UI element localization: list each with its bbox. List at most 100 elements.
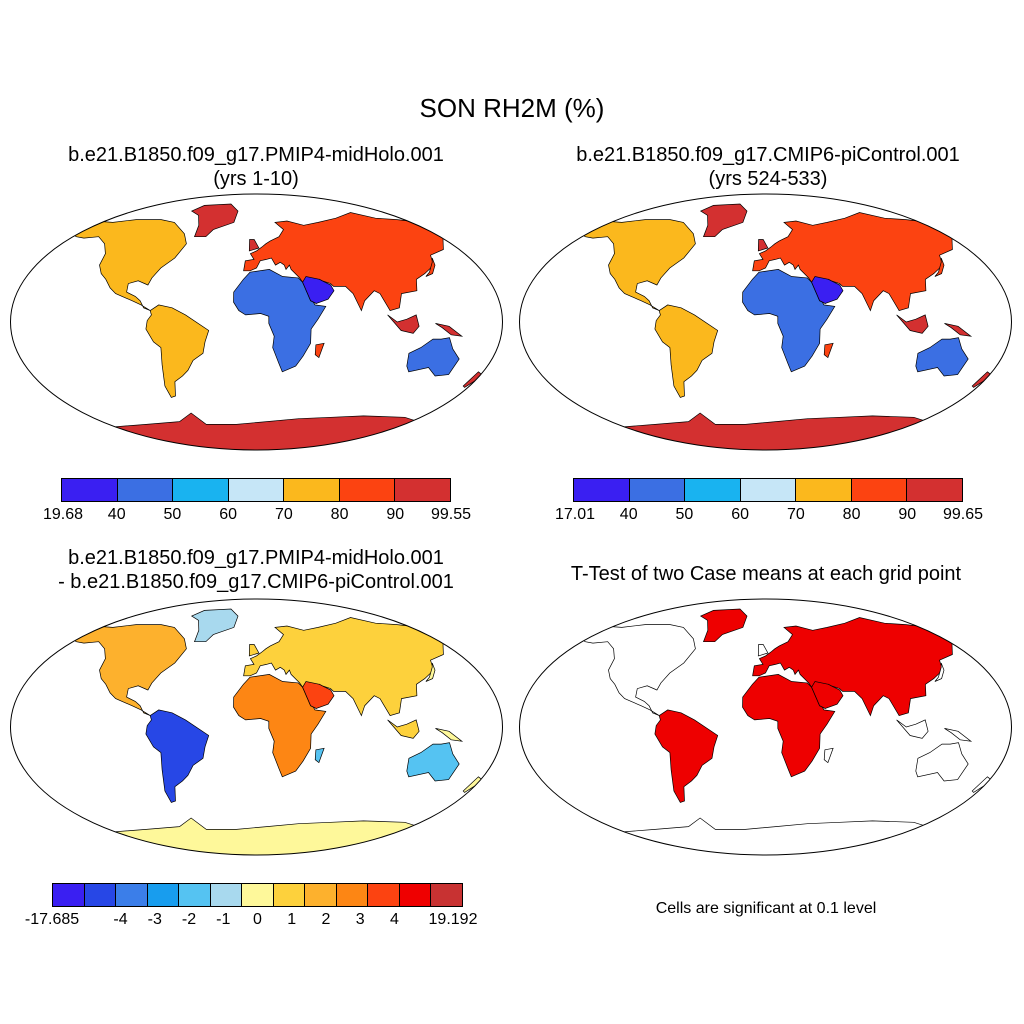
landmass-indonesia [896, 314, 929, 334]
landmass-eurasia [752, 212, 964, 312]
landmass-samerica [654, 709, 719, 803]
panel-2-title-line1: b.e21.B1850.f09_g17.CMIP6-piControl.001 [576, 144, 960, 166]
colorbar-tick-label: 80 [842, 506, 861, 523]
colorbar-swatch [305, 884, 337, 906]
landmass-greenland [699, 203, 748, 238]
landmass-namerica [580, 624, 696, 716]
colorbar-swatch [179, 884, 211, 906]
landmass-namerica [580, 219, 696, 311]
colorbar-tick-label: 3 [355, 911, 365, 928]
panel-3-title-line1: b.e21.B1850.f09_g17.PMIP4-midHolo.001 [68, 547, 444, 569]
landmass-madagascar [823, 342, 834, 359]
panel-1-title-line1: b.e21.B1850.f09_g17.PMIP4-midHolo.001 [68, 144, 444, 166]
landmass-madagascar [314, 342, 325, 359]
map-border [10, 193, 503, 451]
landmass-africa [233, 269, 327, 373]
landmass-japan [934, 257, 945, 277]
colorbar-tick-label: 2 [321, 911, 331, 928]
colorbar-swatch [629, 479, 686, 501]
significance-note: Cells are significant at 0.1 level [655, 900, 877, 917]
colorbar-swatch [147, 884, 180, 906]
colorbar-tick-label: 70 [274, 506, 293, 523]
landmass-africa [742, 269, 836, 373]
landmass-arabia [302, 276, 335, 304]
colorbar-swatch [574, 479, 630, 501]
colorbar-picontrol [573, 478, 963, 502]
colorbar-swatch [53, 884, 85, 906]
landmass-eurasia [243, 212, 455, 312]
landmass-uk [757, 644, 769, 657]
landmass-japan [934, 662, 945, 682]
landmass-madagascar [314, 747, 325, 764]
colorbar-tick-label: 90 [386, 506, 405, 523]
panel-1-title-line2: (yrs 1-10) [213, 168, 299, 190]
colorbar-tick-label: 0 [253, 911, 262, 928]
colorbar-swatch [117, 479, 174, 501]
landmass-namerica [71, 624, 187, 716]
landmass-greenland [190, 608, 239, 643]
colorbar-tick-label: 60 [219, 506, 238, 523]
colorbar-swatch [173, 479, 229, 501]
colorbar-swatch [685, 479, 741, 501]
colorbar-swatch [740, 479, 797, 501]
landmass-africa [742, 674, 836, 778]
colorbar-tick-label: 60 [731, 506, 750, 523]
colorbar-tick-label: 90 [898, 506, 917, 523]
colorbar-swatch [796, 479, 852, 501]
colorbar-tick-label: 19.68 [42, 506, 84, 523]
landmass-samerica [654, 304, 719, 398]
colorbar-tick-label: 80 [330, 506, 349, 523]
map-border [519, 598, 1012, 856]
landmass-newguinea [944, 728, 973, 742]
landmass-newguinea [435, 728, 464, 742]
colorbar-tick-label: -4 [113, 911, 128, 928]
colorbar-swatch [242, 884, 274, 906]
panel-2-title-line2: (yrs 524-533) [708, 168, 828, 190]
map-border [10, 598, 503, 856]
colorbar-swatch [907, 479, 963, 501]
landmass-uk [248, 239, 260, 252]
landmass-eurasia [243, 617, 455, 717]
landmass-uk [757, 239, 769, 252]
colorbar-tick-label: 70 [786, 506, 805, 523]
colorbar-swatch [210, 884, 243, 906]
landmass-namerica [71, 219, 187, 311]
landmass-japan [425, 257, 436, 277]
landmass-australia [406, 337, 460, 377]
landmass-arabia [302, 681, 335, 709]
landmass-greenland [699, 608, 748, 643]
panel-3-title-line2: - b.e21.B1850.f09_g17.CMIP6-piControl.00… [58, 571, 454, 593]
landmass-samerica [145, 709, 210, 803]
panel-1-title: b.e21.B1850.f09_g17.PMIP4-midHolo.001 (y… [0, 143, 512, 191]
landmass-arabia [811, 276, 844, 304]
landmass-africa [233, 674, 327, 778]
colorbar-tick-label: 1 [287, 911, 297, 928]
colorbar-tick-label: 40 [107, 506, 126, 523]
colorbar-swatch [395, 479, 451, 501]
colorbar-tick-label: -2 [181, 911, 197, 928]
landmass-uk [248, 644, 260, 657]
landmass-newguinea [435, 323, 464, 337]
colorbar-tick-label: 99.55 [430, 506, 472, 523]
panel-3-title: b.e21.B1850.f09_g17.PMIP4-midHolo.001 - … [0, 546, 512, 594]
landmass-indonesia [387, 314, 420, 334]
landmass-australia [406, 742, 460, 782]
colorbar-swatch [336, 884, 369, 906]
colorbar-tick-label: 17.01 [554, 506, 596, 523]
colorbar-swatch [339, 479, 396, 501]
landmass-greenland [190, 203, 239, 238]
colorbar-tick-label: 50 [163, 506, 182, 523]
colorbar-midholo [61, 478, 451, 502]
colorbar-tick-label: -1 [216, 911, 231, 928]
colorbar-swatch [84, 884, 117, 906]
landmass-samerica [145, 304, 210, 398]
landmass-arabia [811, 681, 844, 709]
colorbar-swatch [62, 479, 118, 501]
landmass-japan [425, 662, 436, 682]
landmass-australia [915, 742, 969, 782]
landmass-eurasia [752, 617, 964, 717]
colorbar-swatch [273, 884, 306, 906]
colorbar-swatch [116, 884, 148, 906]
map-panel-difference [10, 598, 503, 856]
map-panel-picontrol [519, 193, 1012, 451]
